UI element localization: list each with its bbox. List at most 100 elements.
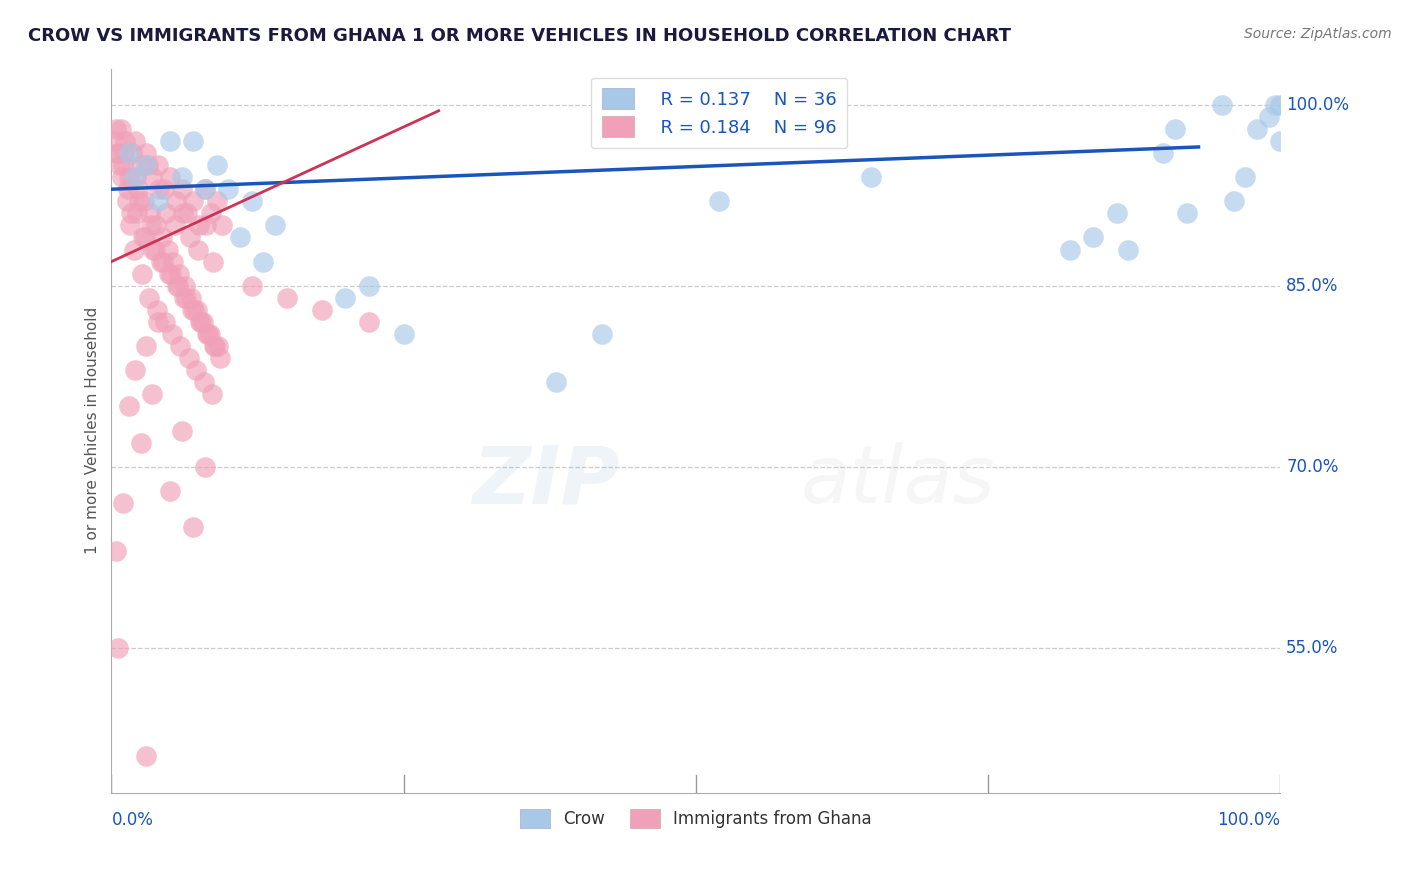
Point xyxy=(392,326,415,341)
Point xyxy=(110,121,132,136)
Point xyxy=(217,182,239,196)
Point xyxy=(148,182,170,196)
Point xyxy=(1083,230,1105,244)
Point xyxy=(201,387,224,401)
Point xyxy=(146,302,169,317)
Point xyxy=(180,291,202,305)
Point xyxy=(357,315,380,329)
Point xyxy=(142,243,165,257)
Point xyxy=(146,315,169,329)
Point xyxy=(194,459,217,474)
Text: 100.0%: 100.0% xyxy=(1286,95,1350,113)
Point xyxy=(107,640,129,655)
Point xyxy=(1211,97,1233,112)
Point xyxy=(146,194,169,209)
Point xyxy=(124,363,146,377)
Point xyxy=(153,315,176,329)
Point xyxy=(181,520,204,534)
Point xyxy=(202,339,225,353)
Point xyxy=(136,158,159,172)
Point xyxy=(169,339,191,353)
Point xyxy=(152,254,174,268)
Point xyxy=(104,134,127,148)
Point xyxy=(187,243,209,257)
Point xyxy=(197,326,219,341)
Point xyxy=(115,194,138,209)
Text: 0.0%: 0.0% xyxy=(111,811,153,829)
Point xyxy=(240,278,263,293)
Point xyxy=(127,182,149,196)
Point xyxy=(118,400,141,414)
Point xyxy=(1270,97,1292,112)
Point xyxy=(124,134,146,148)
Point xyxy=(264,219,287,233)
Point xyxy=(167,278,190,293)
Point xyxy=(159,170,181,185)
Point xyxy=(114,134,136,148)
Point xyxy=(159,134,181,148)
Point xyxy=(1175,206,1198,220)
Point xyxy=(1222,194,1244,209)
Point xyxy=(134,194,156,209)
Point xyxy=(124,170,146,185)
Point xyxy=(118,146,141,161)
Point xyxy=(135,339,157,353)
Text: 55.0%: 55.0% xyxy=(1286,639,1339,657)
Point xyxy=(138,291,160,305)
Text: 85.0%: 85.0% xyxy=(1286,277,1339,294)
Point xyxy=(105,544,128,558)
Point xyxy=(163,219,186,233)
Point xyxy=(105,146,128,161)
Point xyxy=(335,291,357,305)
Point xyxy=(153,182,176,196)
Point xyxy=(129,435,152,450)
Point xyxy=(146,158,169,172)
Point xyxy=(183,302,205,317)
Point xyxy=(198,326,221,341)
Point xyxy=(139,206,162,220)
Point xyxy=(205,158,228,172)
Point xyxy=(120,206,142,220)
Point xyxy=(211,219,233,233)
Point xyxy=(1246,121,1268,136)
Point xyxy=(107,146,129,161)
Point xyxy=(200,206,222,220)
Point xyxy=(128,194,150,209)
Point xyxy=(174,291,197,305)
Point xyxy=(118,170,141,185)
Point xyxy=(184,363,207,377)
Point xyxy=(1059,243,1081,257)
Point xyxy=(108,158,131,172)
Point xyxy=(159,483,181,498)
Point xyxy=(112,496,135,510)
Point xyxy=(193,376,215,390)
Point xyxy=(188,219,211,233)
Point xyxy=(181,302,204,317)
Point xyxy=(357,278,380,293)
Point xyxy=(709,194,731,209)
Point xyxy=(141,387,163,401)
Point xyxy=(135,146,157,161)
Point xyxy=(129,158,152,172)
Point xyxy=(121,146,143,161)
Point xyxy=(117,182,139,196)
Point xyxy=(191,315,214,329)
Point xyxy=(1234,170,1257,185)
Point xyxy=(176,206,198,220)
Text: 70.0%: 70.0% xyxy=(1286,458,1339,475)
Text: ZIP: ZIP xyxy=(472,442,620,520)
Point xyxy=(145,219,167,233)
Point xyxy=(591,326,613,341)
Point xyxy=(160,267,183,281)
Point xyxy=(173,291,195,305)
Point xyxy=(157,267,180,281)
Y-axis label: 1 or more Vehicles in Household: 1 or more Vehicles in Household xyxy=(86,307,100,554)
Point xyxy=(131,267,153,281)
Point xyxy=(1105,206,1128,220)
Point xyxy=(155,206,177,220)
Point xyxy=(111,170,134,185)
Legend: Crow, Immigrants from Ghana: Crow, Immigrants from Ghana xyxy=(513,803,879,835)
Point xyxy=(1270,134,1292,148)
Point xyxy=(143,243,166,257)
Point xyxy=(1153,146,1175,161)
